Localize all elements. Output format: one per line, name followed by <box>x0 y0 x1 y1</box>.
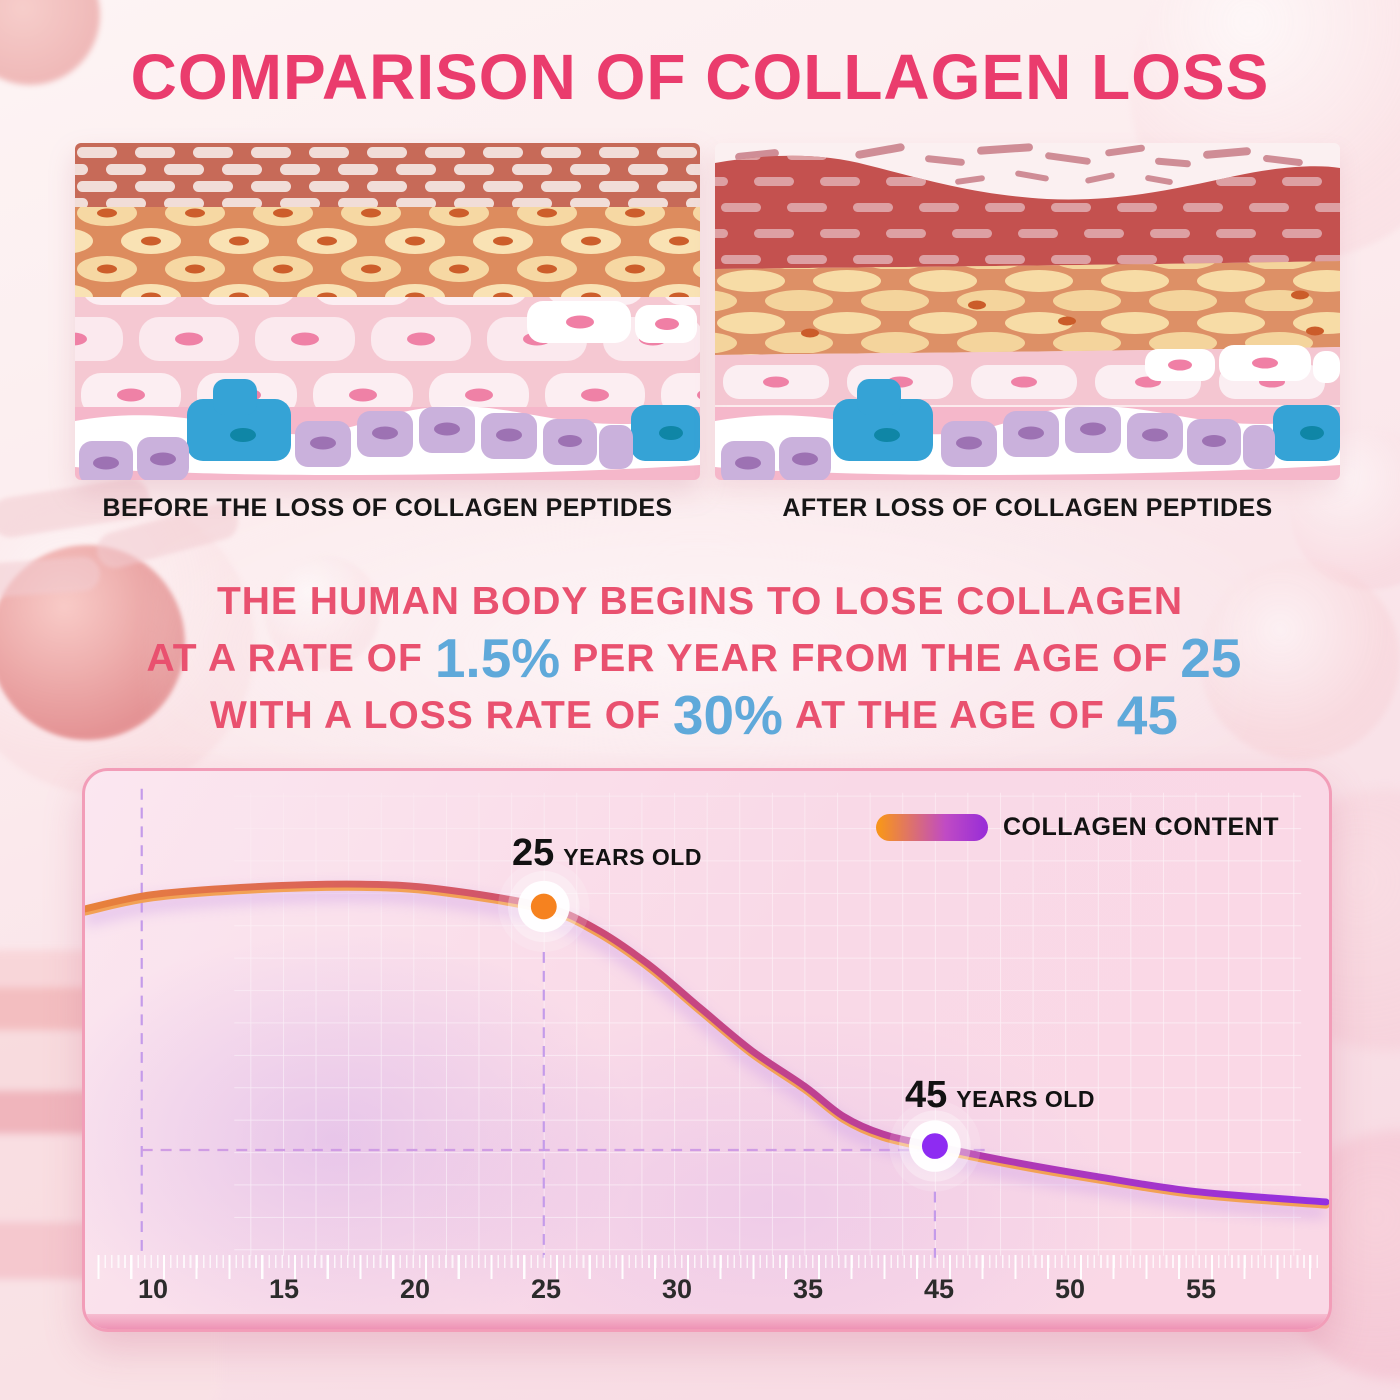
skin-after-illustration <box>715 143 1340 480</box>
start-age-value: 25 <box>1180 627 1242 689</box>
marker-45-years <box>889 1100 981 1192</box>
statement-line3-text-b: AT THE AGE OF <box>794 694 1105 737</box>
legend-label: COLLAGEN CONTENT <box>1002 813 1279 841</box>
x-tick-55: 55 <box>1185 1274 1217 1304</box>
stratum-corneum-layer <box>75 143 700 207</box>
collagen-content-chart: COLLAGEN CONTENT 25 YEARS OLD 45 YEARS OLD… <box>82 768 1332 1332</box>
epidermis-layer <box>75 207 700 297</box>
collagen-curve <box>85 880 1329 1220</box>
skin-diagram-before <box>75 143 700 480</box>
statement-line3-text-a: WITH A LOSS RATE OF <box>210 694 661 737</box>
x-tick-20: 20 <box>399 1274 431 1304</box>
x-axis-tick-labels: 10 15 20 25 30 35 45 50 55 <box>85 1269 1329 1309</box>
dermis-layer <box>75 297 700 407</box>
epidermis-layer-flattened <box>715 261 1340 355</box>
collagen-loss-statement: THE HUMAN BODY BEGINS TO LOSE COLLAGEN A… <box>0 574 1400 744</box>
chart-legend: COLLAGEN CONTENT <box>875 813 1279 842</box>
skin-before-illustration <box>75 143 700 480</box>
statement-line2-text-a: AT A RATE OF <box>146 637 423 680</box>
statement-line-3: WITH A LOSS RATE OF 30% AT THE AGE OF 45 <box>0 687 1400 744</box>
statement-line2-text-b: PER YEAR FROM THE AGE OF <box>572 637 1169 680</box>
marker-25-years <box>498 861 590 953</box>
annotation-45-years: 45 YEARS OLD <box>905 1074 1095 1117</box>
before-panel-caption: BEFORE THE LOSS OF COLLAGEN PEPTIDES <box>102 494 673 522</box>
annotation-25-years: 25 YEARS OLD <box>512 832 702 875</box>
x-axis-ruler <box>95 1255 1319 1279</box>
annotation-25-number: 25 <box>512 832 555 874</box>
chart-bottom-edge <box>85 1314 1329 1329</box>
x-tick-10: 10 <box>137 1274 169 1304</box>
annotation-25-suffix: YEARS OLD <box>563 844 702 870</box>
loss-age-value: 45 <box>1116 684 1178 746</box>
annotation-45-number: 45 <box>905 1074 948 1117</box>
legend-gradient-swatch <box>875 814 988 841</box>
chart-plot-area <box>85 788 1329 1258</box>
x-tick-50: 50 <box>1054 1274 1086 1304</box>
x-tick-15: 15 <box>268 1274 300 1304</box>
rate-per-year-value: 1.5% <box>434 627 561 689</box>
data-point-markers <box>498 861 981 1192</box>
after-panel-caption: AFTER LOSS OF COLLAGEN PEPTIDES <box>782 494 1273 522</box>
page-title: COMPARISON OF COLLAGEN LOSS <box>130 41 1270 113</box>
x-tick-25: 25 <box>530 1274 562 1304</box>
basal-layer <box>75 379 700 480</box>
loss-rate-value: 30% <box>672 684 783 746</box>
statement-line-1: THE HUMAN BODY BEGINS TO LOSE COLLAGEN <box>216 580 1184 623</box>
x-tick-30: 30 <box>661 1274 693 1304</box>
stratum-corneum-layer-sagging <box>715 155 1340 269</box>
wrinkle-lines <box>735 143 1303 185</box>
dermis-layer-flattened <box>715 345 1340 405</box>
x-tick-45: 45 <box>923 1274 955 1304</box>
basal-layer <box>715 379 1340 480</box>
annotation-45-suffix: YEARS OLD <box>956 1086 1095 1113</box>
skin-diagram-after <box>715 143 1340 480</box>
statement-line-2: AT A RATE OF 1.5% PER YEAR FROM THE AGE OF… <box>0 630 1400 687</box>
x-tick-35: 35 <box>792 1274 824 1304</box>
